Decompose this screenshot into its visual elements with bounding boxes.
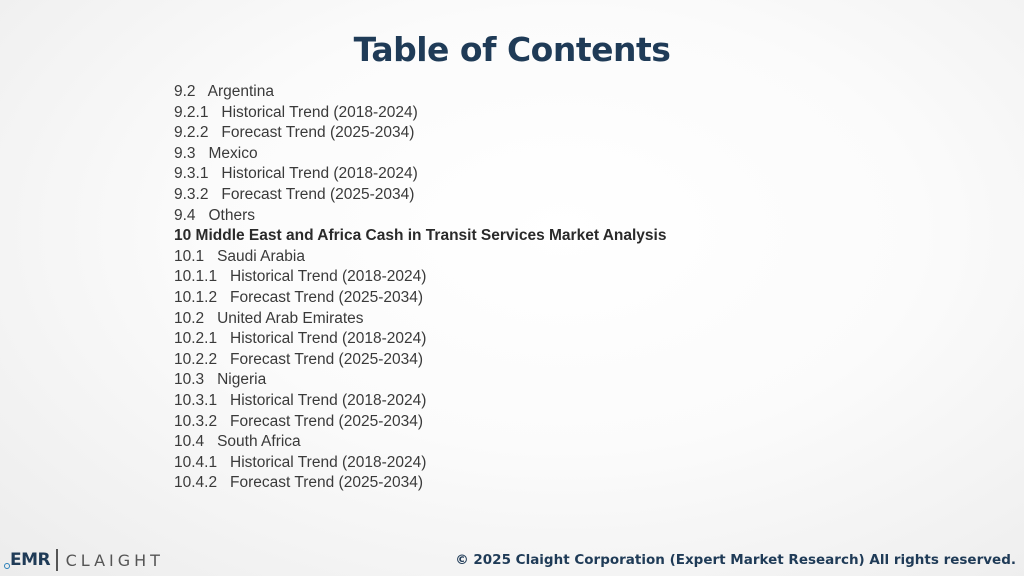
toc-item: 10.2.1 Historical Trend (2018-2024) (174, 330, 427, 348)
toc-item: 9.2.2 Forecast Trend (2025-2034) (174, 124, 415, 142)
toc-item: 10.3.2 Forecast Trend (2025-2034) (174, 412, 424, 430)
page-title: Table of Contents (353, 30, 671, 69)
toc-item: 9.4 Others (174, 206, 255, 224)
logo-emr-text: EMR (10, 550, 51, 570)
toc-item: 9.2 Argentina (174, 83, 274, 100)
toc-item: 10.4 South Africa (174, 433, 301, 451)
copyright-notice: © 2025 Claight Corporation (Expert Marke… (455, 552, 1016, 568)
toc-item: 10.2.2 Forecast Trend (2025-2034) (174, 350, 424, 368)
toc-item: 10.3 Nigeria (174, 371, 267, 389)
toc-item: 10.3.1 Historical Trend (2018-2024) (174, 391, 427, 409)
company-logo: EMR CLAIGHT (4, 548, 164, 572)
logo-claight-text: CLAIGHT (65, 550, 164, 570)
toc-item: 10.1.1 Historical Trend (2018-2024) (174, 268, 427, 286)
toc-list: 9.2 Argentina 9.2.1 Historical Trend (20… (174, 82, 666, 494)
toc-item: 9.2.1 Historical Trend (2018-2024) (174, 103, 418, 121)
toc-item: 10.4.1 Historical Trend (2018-2024) (174, 453, 427, 471)
toc-chapter-heading: 10 Middle East and Africa Cash in Transi… (174, 227, 667, 245)
toc-item: 9.3.2 Forecast Trend (2025-2034) (174, 185, 415, 203)
toc-item: 10.1 Saudi Arabia (174, 247, 305, 265)
toc-item: 9.3 Mexico (174, 144, 258, 162)
logo-divider (56, 549, 58, 571)
toc-item: 9.3.1 Historical Trend (2018-2024) (174, 165, 418, 183)
toc-item: 10.2 United Arab Emirates (174, 309, 364, 327)
toc-item: 10.4.2 Forecast Trend (2025-2034) (174, 474, 424, 492)
logo-emr: EMR (4, 550, 51, 570)
logo-dot-icon (4, 563, 10, 569)
toc-item: 10.1.2 Forecast Trend (2025-2034) (174, 288, 424, 306)
